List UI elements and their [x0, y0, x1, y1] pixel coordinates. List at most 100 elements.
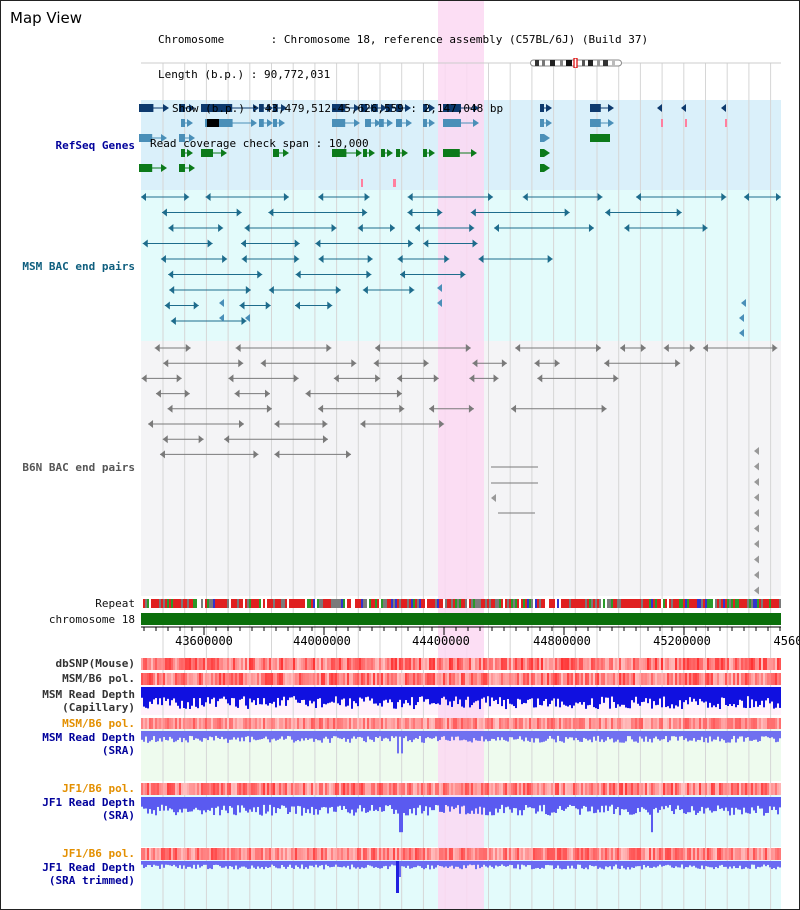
depth-bar [207, 861, 209, 870]
depth-bar [343, 861, 345, 867]
gene-strand-arrow [187, 119, 193, 127]
pol-heat-cell [281, 783, 283, 795]
bac-end-arrow [322, 420, 328, 428]
pol-heat-cell [471, 848, 473, 860]
bac-end-arrow [596, 344, 602, 352]
repeat-block [231, 599, 233, 608]
repeat-block [649, 599, 651, 608]
pol-heat-cell [633, 673, 635, 685]
depth-bar [507, 731, 509, 742]
pol-heat-cell [295, 848, 297, 860]
pol-heat-cell [317, 718, 319, 729]
repeat-block [549, 599, 551, 608]
depth-bar [211, 861, 213, 870]
pol-heat-cell [327, 783, 329, 795]
depth-bar [441, 797, 443, 812]
pol-heat-cell [633, 658, 635, 670]
depth-bar [591, 861, 593, 866]
bac-end-arrow [754, 493, 759, 502]
depth-bar [519, 731, 521, 737]
pol-heat-cell [401, 848, 403, 860]
pol-heat-cell [289, 848, 291, 860]
depth-bar [219, 797, 221, 816]
chromosome-ideogram[interactable] [530, 53, 622, 69]
pol-heat-cell [309, 658, 311, 670]
pol-heat-cell [175, 783, 177, 795]
pol-heat-cell [157, 673, 159, 685]
depth-bar [227, 687, 229, 704]
pol-heat-cell [387, 783, 389, 795]
depth-bar [209, 731, 211, 737]
repeat-block [625, 599, 627, 608]
pol-heat-cell [271, 848, 273, 860]
depth-bar [293, 797, 295, 807]
pol-heat-cell [219, 848, 221, 860]
depth-bar [573, 797, 575, 806]
depth-bar [169, 687, 171, 706]
pol-heat-cell [529, 848, 531, 860]
depth-bar [733, 687, 735, 705]
depth-bar [165, 687, 167, 701]
pol-heat-cell [399, 718, 401, 729]
pol-heat-cell [599, 783, 601, 795]
pol-heat-cell [375, 673, 377, 685]
track-label-refseq[interactable]: RefSeq Genes [55, 139, 135, 152]
repeat-block [711, 599, 713, 608]
track-label-msm-bac[interactable]: MSM BAC end pairs [22, 260, 135, 273]
depth-bar [577, 731, 579, 741]
pol-heat-cell [269, 718, 271, 729]
gene-exon [181, 119, 185, 127]
track-label-dbsnp[interactable]: dbSNP(Mouse) [55, 657, 135, 670]
track-label-msm-b6-pol-1[interactable]: MSM/B6 pol. [62, 672, 135, 685]
track-label-jf1-depth-trim[interactable]: JF1 Read Depth [42, 861, 135, 874]
depth-bar [371, 731, 373, 740]
track-label-jf1-depth-sra[interactable]: JF1 Read Depth [42, 796, 135, 809]
bac-end-arrow [373, 359, 379, 368]
track-label-msm-depth-sra[interactable]: MSM Read Depth [42, 731, 135, 744]
bac-end-arrow [739, 329, 744, 337]
repeat-block [429, 599, 431, 608]
depth-bar [159, 861, 161, 869]
depth-bar [149, 731, 151, 742]
gene-exon [373, 104, 378, 112]
pol-heat-cell [577, 848, 579, 860]
track-label-b6n-bac[interactable]: B6N BAC end pairs [22, 461, 135, 474]
pol-heat-cell [771, 848, 773, 860]
gene-strand-arrow [253, 104, 259, 112]
depth-bar [695, 687, 697, 702]
depth-bar [775, 861, 777, 870]
bac-end-arrow [162, 435, 168, 444]
pol-heat-cell [275, 848, 277, 860]
pol-heat-cell [411, 658, 413, 670]
pol-heat-cell [751, 783, 753, 795]
pol-heat-cell [149, 673, 151, 685]
pol-heat-cell [771, 673, 773, 685]
track-label-jf1-b6-pol-1[interactable]: JF1/B6 pol. [62, 782, 135, 795]
pol-heat-cell [333, 783, 335, 795]
depth-bar [557, 861, 559, 866]
depth-bar [331, 731, 333, 739]
depth-bar [665, 861, 667, 866]
depth-bar [317, 797, 319, 815]
pol-heat-cell [295, 673, 297, 685]
depth-bar [705, 687, 707, 702]
repeat-block [327, 599, 329, 608]
pol-heat-cell [641, 658, 643, 670]
pol-heat-cell [249, 673, 251, 685]
pol-heat-cell [553, 658, 555, 670]
pol-heat-cell [331, 783, 333, 795]
depth-bar [243, 861, 245, 867]
depth-bar [295, 731, 297, 742]
repeat-block [645, 599, 647, 608]
depth-bar [501, 687, 503, 707]
depth-bar [325, 687, 327, 705]
pol-heat-cell [351, 673, 353, 685]
pol-heat-cell [691, 673, 693, 685]
depth-bar [731, 687, 733, 707]
track-label-jf1-b6-pol-2[interactable]: JF1/B6 pol. [62, 847, 135, 860]
track-label-msm-b6-pol-2[interactable]: MSM/B6 pol. [62, 717, 135, 730]
depth-bar [651, 687, 653, 709]
track-label-msm-depth-cap[interactable]: MSM Read Depth [42, 688, 135, 701]
pol-heat-cell [761, 718, 763, 729]
